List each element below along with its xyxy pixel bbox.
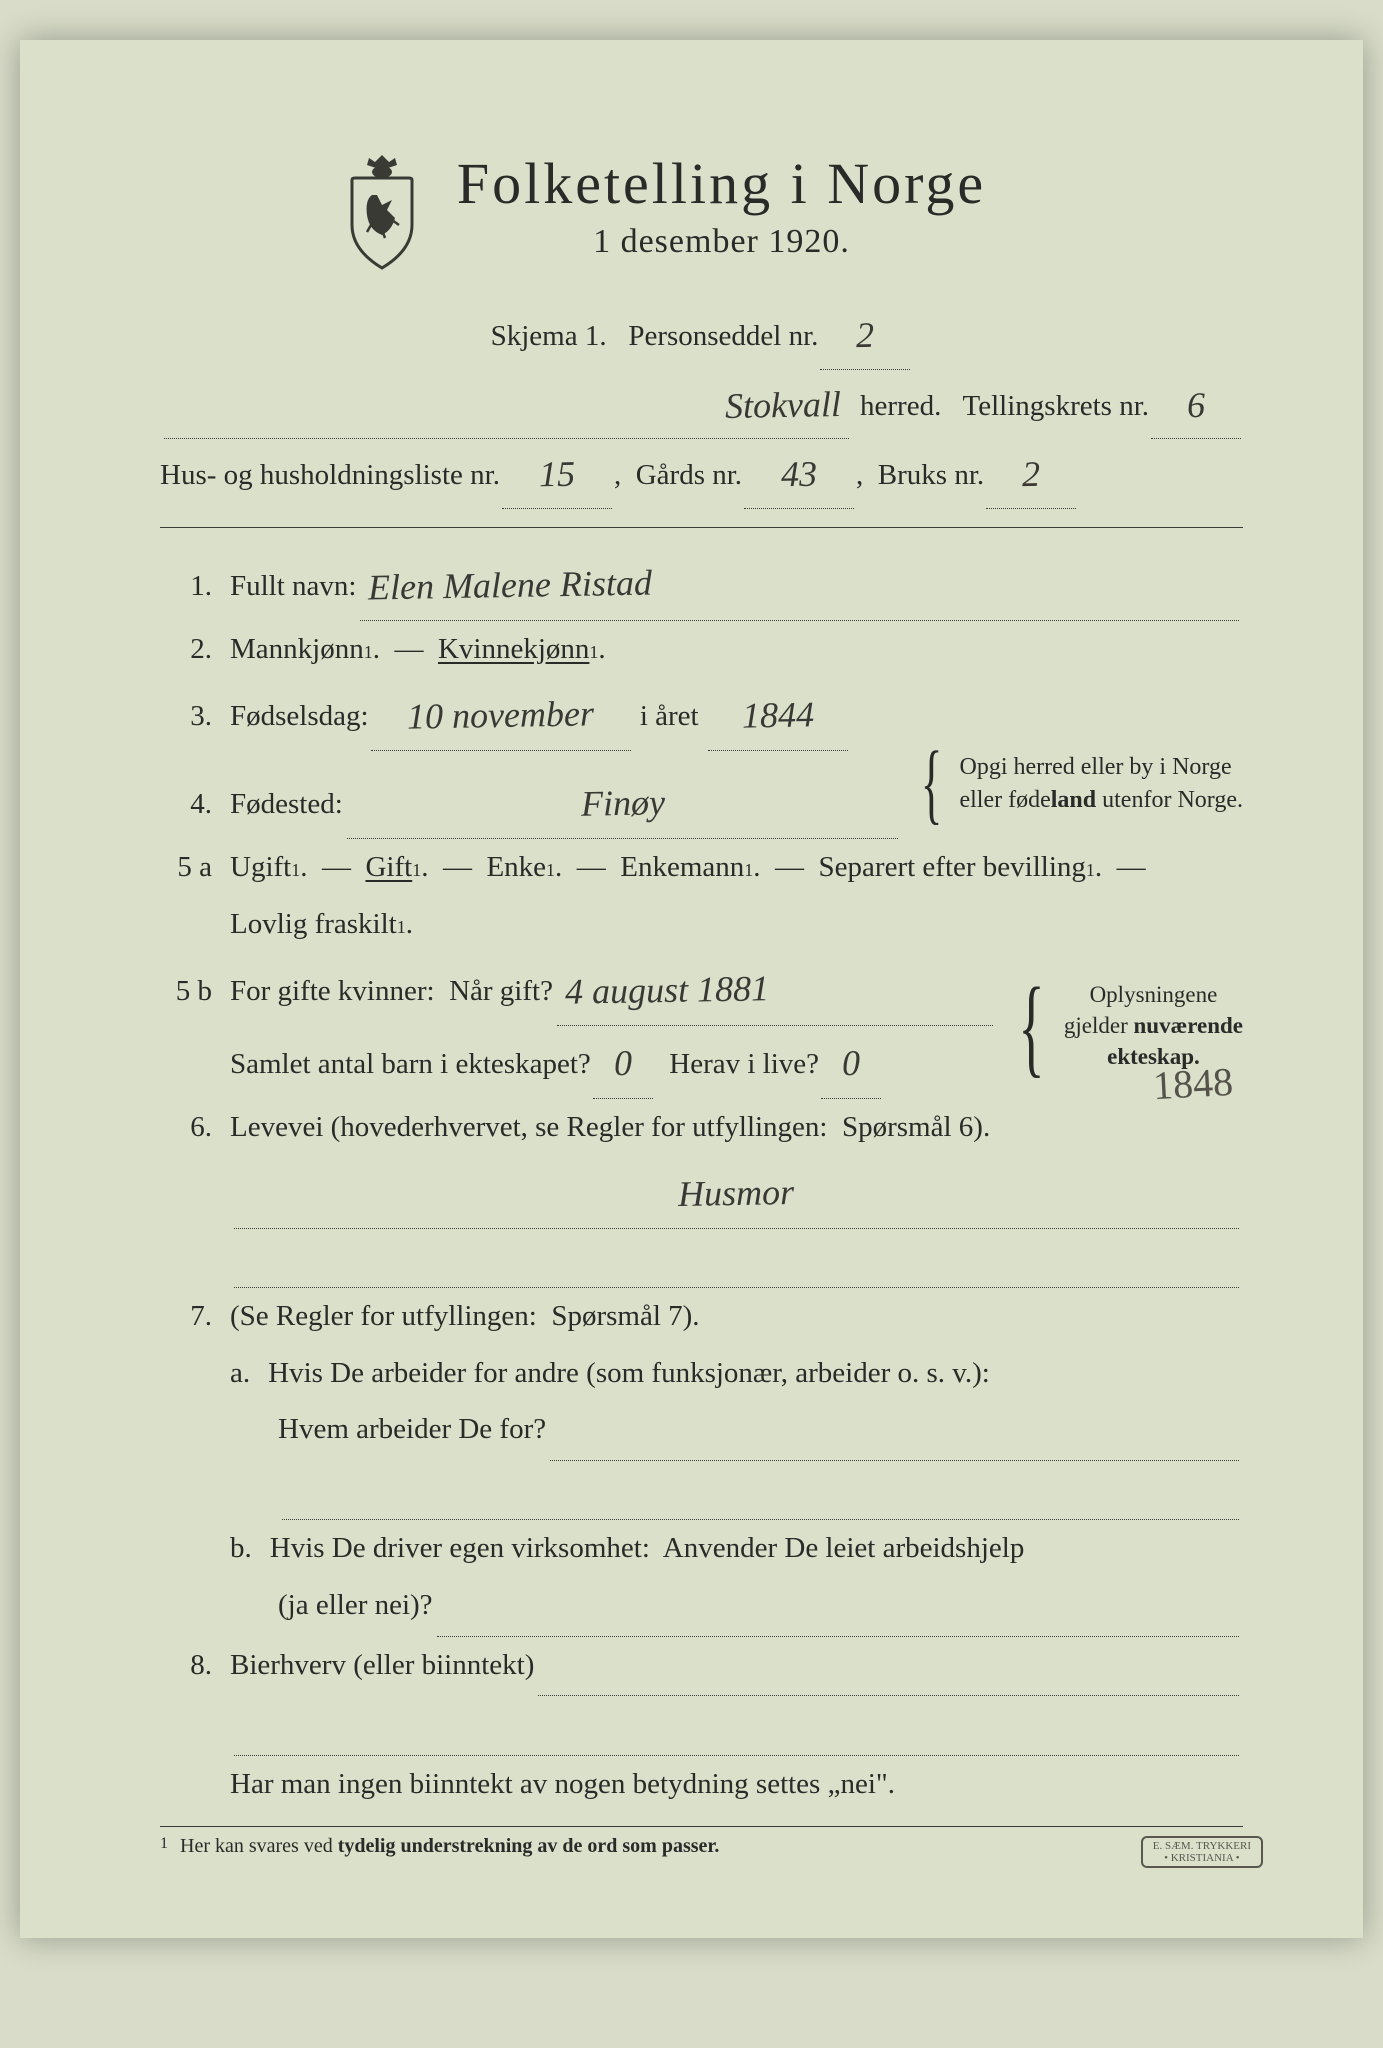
q7b-blank — [437, 1577, 1239, 1637]
footer-note: Har man ingen biinntekt av nogen betydni… — [230, 1756, 895, 1813]
printer-stamp: E. SÆM. TRYKKERI • KRISTIANIA • — [1141, 1836, 1263, 1868]
q7a-blank2 — [282, 1461, 1239, 1521]
herred-line: Stokvall herred. Tellingskrets nr. 6 — [160, 370, 1243, 440]
q8-blank — [538, 1637, 1239, 1697]
coat-of-arms-icon — [337, 150, 427, 270]
census-form-page: Folketelling i Norge 1 desember 1920. Sk… — [20, 40, 1363, 1938]
q5b-barn: 0 — [593, 1026, 653, 1099]
herred-label: herred. Tellingskrets nr. — [853, 380, 1149, 434]
q1-value: Elen Malene Ristad — [360, 548, 1239, 621]
q5a-fraskilt: Lovlig fraskilt — [230, 896, 397, 953]
q5b-label2: Samlet antal barn i ekteskapet? — [230, 1036, 591, 1093]
q4-note: Opgi herred eller by i Norge eller fødel… — [959, 751, 1243, 818]
gards-nr: 43 — [744, 439, 854, 509]
q4-label: Fødested: — [230, 776, 343, 833]
divider — [160, 527, 1243, 528]
q7-num: 7. — [160, 1289, 212, 1344]
q7b-text2: (ja eller nei)? — [278, 1577, 433, 1634]
q2-num: 2. — [160, 622, 212, 677]
tellingskrets-nr: 6 — [1151, 370, 1241, 440]
q1: 1. Fullt navn: Elen Malene Ristad — [160, 548, 1243, 621]
q2-mann: Mannkjønn — [230, 621, 364, 678]
q8-blank2 — [234, 1696, 1239, 1756]
q7a-num: a. — [230, 1345, 250, 1402]
husliste-line: Hus- og husholdningsliste nr. 15 , Gårds… — [160, 439, 1243, 509]
q5a-enke: Enke — [486, 839, 546, 896]
q5a-separert: Separert efter bevilling — [819, 839, 1086, 896]
q4-value: Finøy — [347, 766, 899, 839]
q8: 8. Bierhverv (eller biinntekt) — [160, 1637, 1243, 1756]
footer-note-row: Har man ingen biinntekt av nogen betydni… — [160, 1756, 1243, 1813]
q3-label: Fødselsdag: — [230, 688, 369, 745]
q6-label: Levevei (hovederhvervet, se Regler for u… — [230, 1099, 990, 1156]
personseddel-nr: 2 — [820, 300, 910, 370]
q5a-gift: Gift — [365, 839, 412, 896]
sup1b: 1 — [589, 635, 598, 670]
footnote: 1 Her kan svares ved tydelig understrekn… — [160, 1826, 1243, 1858]
q8-label: Bierhverv (eller biinntekt) — [230, 1637, 534, 1694]
skjema-line: Skjema 1. Personseddel nr. 2 — [160, 300, 1243, 370]
q5b-label3: Herav i live? — [655, 1036, 819, 1093]
skjema-label: Skjema 1. Personseddel nr. — [491, 310, 819, 364]
q6-value: Husmor — [234, 1156, 1239, 1229]
title-block: Folketelling i Norge 1 desember 1920. — [457, 150, 986, 261]
q7-label: (Se Regler for utfyllingen: Spørsmål 7). — [230, 1288, 700, 1345]
q3: 3. Fødselsdag: 10 november i året 1844 — [160, 678, 1243, 751]
q3-day: 10 november — [371, 678, 631, 751]
q6-blank2 — [234, 1229, 1239, 1289]
husliste-nr: 15 — [502, 439, 612, 509]
q2-kvinne: Kvinnekjønn — [438, 621, 589, 678]
q5b-num: 5 b — [160, 964, 212, 1019]
q3-mid: i året — [633, 688, 706, 745]
brace-icon-2: { — [1018, 993, 1044, 1059]
footnote-text: Her kan svares ved tydelig understreknin… — [180, 1835, 719, 1858]
q5a-ugift: Ugift — [230, 839, 291, 896]
q5b-label1: For gifte kvinner: Når gift? — [230, 963, 553, 1020]
subtitle: 1 desember 1920. — [457, 223, 986, 261]
brace-icon: { — [921, 757, 943, 811]
q5a: 5 a Ugift1. — Gift1. — Enke1. — Enkemann… — [160, 839, 1243, 952]
q3-num: 3. — [160, 689, 212, 744]
bruks-label: , Bruks nr. — [856, 449, 984, 503]
q5b-sidenote: Oplysningene gjelder nuværende ekteskap. — [1064, 979, 1243, 1072]
q4: 4. Fødested: Finøy { Opgi herred eller b… — [160, 751, 1243, 840]
q7a-text2: Hvem arbeider De for? — [278, 1401, 546, 1458]
q5b-live: 0 — [821, 1026, 881, 1099]
q1-label: Fullt navn: — [230, 558, 356, 615]
q6-num: 6. — [160, 1100, 212, 1155]
q1-num: 1. — [160, 559, 212, 614]
gards-label: , Gårds nr. — [614, 449, 742, 503]
q7: 7. (Se Regler for utfyllingen: Spørsmål … — [160, 1288, 1243, 1636]
q8-num: 8. — [160, 1638, 212, 1693]
q6: 6. Levevei (hovederhvervet, se Regler fo… — [160, 1099, 1243, 1288]
q5b-brace: { Oplysningene gjelder nuværende ekteska… — [1005, 979, 1243, 1072]
q4-brace: { Opgi herred eller by i Norge eller fød… — [910, 751, 1243, 818]
q7b-text1: Hvis De driver egen virksomhet: Anvender… — [270, 1520, 1025, 1577]
q7a-text1: Hvis De arbeider for andre (som funksjon… — [268, 1345, 990, 1402]
q2: 2. Mannkjønn1. — Kvinnekjønn1. — [160, 621, 1243, 678]
q7a-blank — [550, 1401, 1239, 1461]
sup1: 1 — [364, 635, 373, 670]
q7b-num: b. — [230, 1520, 252, 1577]
header: Folketelling i Norge 1 desember 1920. — [80, 150, 1243, 270]
main-title: Folketelling i Norge — [457, 150, 986, 217]
q3-year: 1844 — [708, 678, 848, 751]
footnote-num: 1 — [160, 1835, 168, 1858]
herred-value: Stokvall — [164, 370, 849, 440]
bruks-nr: 2 — [986, 439, 1076, 509]
q4-num: 4. — [160, 777, 212, 832]
q5a-num: 5 a — [160, 840, 212, 895]
q5b: 5 b For gifte kvinner: Når gift? 4 augus… — [160, 953, 1243, 1099]
q5b-married: 4 august 1881 — [557, 953, 993, 1026]
husliste-label: Hus- og husholdningsliste nr. — [160, 449, 500, 503]
q5a-enkemann: Enkemann — [620, 839, 744, 896]
